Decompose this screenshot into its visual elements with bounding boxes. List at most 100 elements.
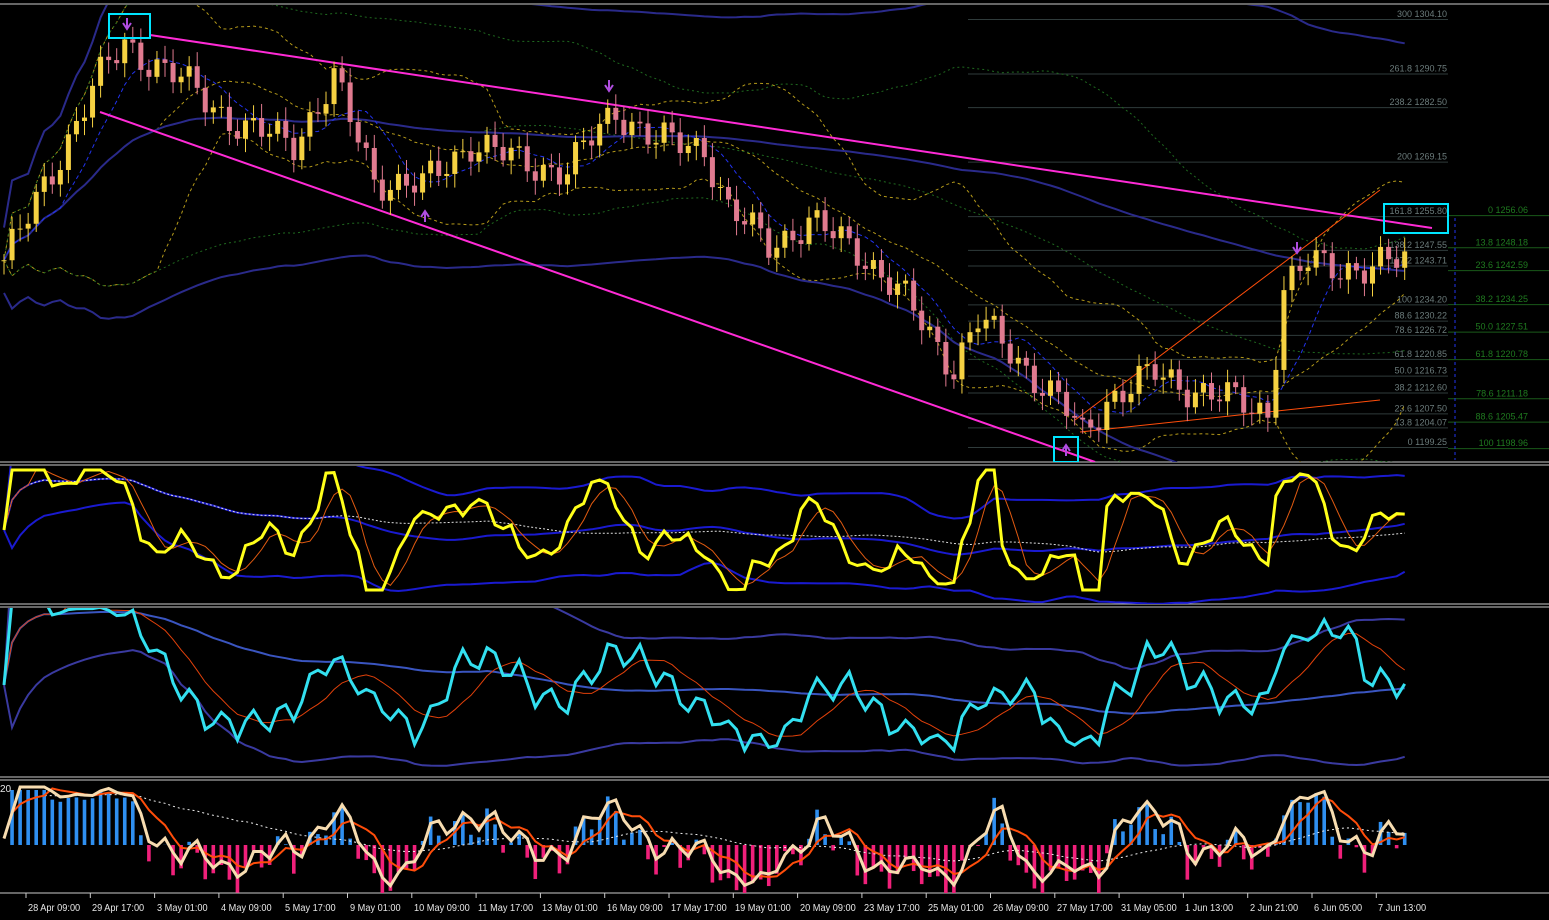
candle-body	[404, 173, 409, 186]
oscillator-pane-cyan[interactable]	[2, 548, 1406, 767]
candle	[1007, 329, 1013, 373]
histogram-bar	[34, 790, 38, 845]
candle	[637, 111, 643, 136]
candle	[999, 304, 1005, 358]
candle	[41, 163, 47, 207]
histogram-bar	[742, 845, 747, 893]
histogram-bar	[131, 801, 135, 845]
histogram-bar	[815, 809, 819, 845]
histogram-bar	[1201, 845, 1206, 848]
trendline-rising[interactable]	[1074, 189, 1381, 421]
candle-body	[806, 217, 812, 244]
time-axis-label: 17 May 17:00	[671, 903, 727, 914]
candle-body	[887, 277, 892, 295]
indicator-pane-label: 20	[0, 784, 12, 795]
histogram-bar	[831, 845, 835, 851]
candle	[677, 118, 683, 166]
candle-body	[1265, 402, 1271, 418]
candle-body	[613, 107, 619, 120]
candle-body	[178, 76, 184, 83]
time-axis-label: 13 May 01:00	[542, 903, 599, 914]
histogram-pane[interactable]	[2, 785, 1407, 900]
candle-body	[234, 131, 240, 139]
histogram-bar	[1370, 845, 1375, 855]
candle-body	[1386, 246, 1392, 260]
histogram-bar	[82, 799, 87, 845]
candle-body	[573, 142, 579, 175]
histogram-bar	[1193, 845, 1198, 865]
fib-level-label: 127.2 1243.71	[1389, 256, 1447, 266]
histogram-bar	[50, 799, 55, 845]
time-axis-label: 6 Jun 05:00	[1314, 903, 1363, 914]
candle	[106, 42, 112, 74]
candle-body	[412, 185, 418, 193]
candle	[790, 218, 796, 252]
time-axis-label: 28 Apr 09:00	[28, 903, 81, 914]
candle	[1217, 385, 1223, 412]
candle	[1128, 379, 1134, 413]
candle	[1039, 378, 1045, 411]
histogram-bar	[839, 835, 843, 845]
candle-body	[1297, 265, 1303, 271]
candle-body	[782, 230, 788, 248]
candle	[1370, 252, 1375, 297]
highlight-box-top[interactable]	[108, 13, 151, 39]
candle	[404, 160, 409, 198]
candle	[1321, 242, 1327, 267]
candle	[122, 32, 128, 78]
fib-level-label: 238.2 1282.50	[1389, 97, 1447, 107]
candle-body	[935, 326, 941, 342]
fib-level-label: 88.6 1230.22	[1394, 311, 1447, 321]
candle-body	[1144, 364, 1150, 366]
candle	[1289, 256, 1295, 303]
histogram-bar	[195, 845, 199, 853]
oscillator-pane-yellow[interactable]	[2, 443, 1406, 604]
histogram-bar	[541, 845, 546, 858]
candle	[1394, 245, 1400, 278]
histogram-bar	[1129, 824, 1133, 845]
candle	[1064, 378, 1070, 430]
fib-level-label: 61.8 1220.85	[1394, 349, 1447, 359]
histogram-bar	[791, 845, 795, 855]
candle-body	[1064, 391, 1070, 416]
pane-separators	[0, 3, 1549, 894]
channel-lower-trendline[interactable]	[99, 111, 1096, 462]
candle-body	[1345, 263, 1351, 280]
histogram-bar	[404, 845, 409, 870]
main-price-pane[interactable]: 300 1304.10 261.8 1290.75 238.2 1282.50 200…	[1, 0, 1549, 502]
band-upper	[3, 466, 1405, 531]
candle	[1265, 395, 1271, 432]
highlight-box-bottom[interactable]	[1053, 436, 1079, 462]
candle-body	[243, 120, 248, 139]
fib-level-label: 0 1256.06	[1488, 205, 1528, 215]
candle-body	[73, 120, 79, 135]
candle	[1353, 256, 1359, 280]
stochastic-line	[2, 785, 1405, 889]
candle-body	[661, 122, 667, 143]
channel-upper-trendline[interactable]	[149, 34, 1433, 229]
histogram-bar	[211, 845, 216, 874]
candle-body	[589, 140, 595, 146]
trendline-support[interactable]	[1079, 399, 1381, 433]
oscillator-line	[2, 608, 1406, 754]
candle-body	[1217, 399, 1223, 402]
candle	[275, 112, 281, 142]
candle-body	[1192, 392, 1198, 408]
candle-body	[283, 120, 289, 138]
candle-body	[1361, 270, 1367, 284]
candle-body	[983, 319, 989, 329]
time-axis-label: 2 Jun 21:00	[1249, 903, 1298, 914]
candle-body	[991, 315, 997, 320]
candle	[1184, 376, 1190, 422]
histogram-bar	[758, 845, 763, 880]
candle	[492, 121, 498, 161]
candle	[1176, 360, 1182, 401]
candle-body	[878, 260, 884, 278]
candle	[9, 216, 15, 270]
histogram-bar	[936, 845, 940, 877]
candle	[838, 216, 844, 253]
candle-body	[162, 59, 168, 63]
histogram-bar	[1000, 823, 1004, 845]
highlight-box-target[interactable]	[1383, 203, 1449, 234]
